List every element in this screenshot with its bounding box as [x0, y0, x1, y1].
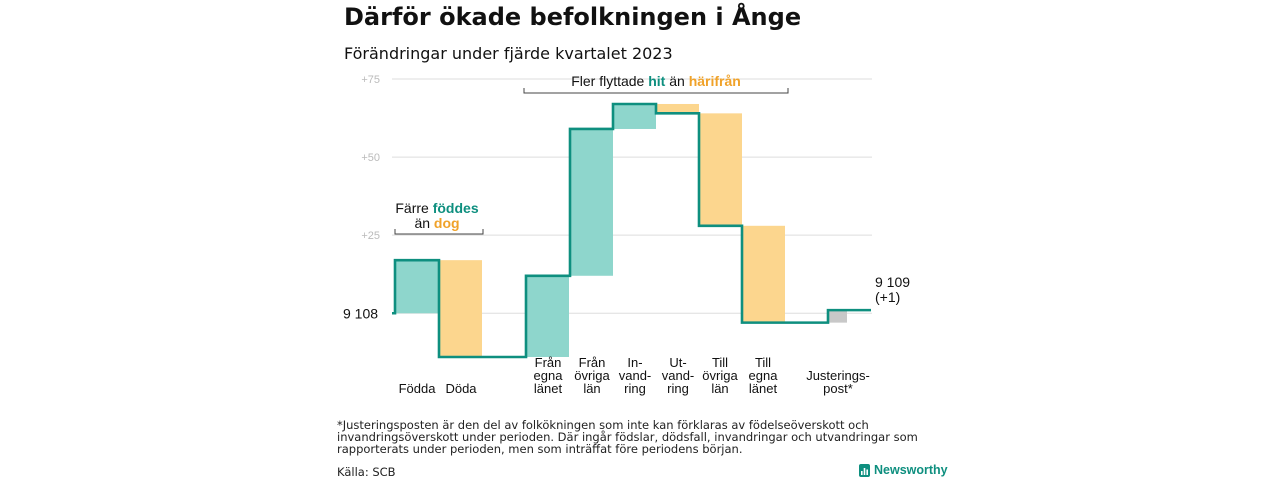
- y-tick-label: +25: [361, 230, 380, 242]
- category-label: Ut-: [669, 355, 686, 370]
- annotation-part-plain: än: [414, 215, 433, 231]
- bar-6: [699, 113, 742, 226]
- annotation-text: än dog: [414, 215, 459, 231]
- category-label: egna: [749, 368, 779, 383]
- bar-0: [395, 260, 438, 314]
- category-label: Till: [755, 355, 771, 370]
- step-line-layer: [392, 102, 871, 359]
- category-label: egna: [534, 368, 564, 383]
- category-label: ring: [624, 381, 646, 396]
- cumulative-step-line: [392, 102, 871, 359]
- bar-5: [656, 103, 699, 114]
- newsworthy-bar-icon: [859, 463, 870, 477]
- start-value-label: 9 108: [343, 305, 378, 321]
- grid-layer: +25 +50 +75: [361, 74, 872, 314]
- bar-1: [439, 260, 482, 357]
- bar-3: [570, 128, 613, 276]
- end-change-label: (+1): [875, 289, 900, 305]
- bar-8: [828, 310, 847, 323]
- category-label: post*: [823, 381, 853, 396]
- category-label: övriga: [702, 368, 738, 383]
- annotation-part-increase: föddes: [433, 200, 479, 216]
- bar-2: [526, 275, 569, 357]
- end-value-label: 9 109: [875, 274, 910, 290]
- logo-text: Newsworthy: [874, 463, 948, 477]
- annotation-part-plain: Färre: [395, 200, 432, 216]
- y-tick-label: +50: [361, 152, 380, 164]
- annotation-part-plain: Fler flyttade: [571, 73, 648, 89]
- annotation-part-decrease: härifrån: [689, 73, 741, 89]
- annotation-bracket-migration: [523, 88, 789, 94]
- category-label: Födda: [399, 381, 437, 396]
- bar-7: [742, 225, 785, 323]
- category-label: länet: [534, 381, 563, 396]
- category-label: Justerings-: [806, 368, 870, 383]
- category-label: Till: [712, 355, 728, 370]
- annotation-bracket-births: [394, 229, 484, 235]
- chart-subtitle: Förändringar under fjärde kvartalet 2023: [344, 44, 673, 63]
- source-note: Källa: SCB: [337, 465, 396, 479]
- category-label: län: [583, 381, 600, 396]
- annotation-part-decrease: dog: [434, 215, 460, 231]
- bar-4: [613, 103, 656, 129]
- category-label: Från: [579, 355, 606, 370]
- annotation-text: Fler flyttade hit än härifrån: [571, 73, 741, 89]
- category-label: vand-: [662, 368, 695, 383]
- annotation-part-plain: än: [665, 73, 688, 89]
- chart-title: Därför ökade befolkningen i Ånge: [344, 3, 802, 31]
- category-label: ring: [667, 381, 689, 396]
- footnote: *Justeringsposten är den del av folkökni…: [337, 418, 918, 456]
- category-label: län: [711, 381, 728, 396]
- category-label: vand-: [619, 368, 652, 383]
- category-label: övriga: [574, 368, 610, 383]
- y-tick-label: +75: [361, 74, 380, 86]
- newsworthy-logo: Newsworthy: [859, 463, 948, 477]
- category-label: Från: [535, 355, 562, 370]
- category-label: länet: [749, 381, 778, 396]
- category-label: In-: [627, 355, 642, 370]
- annotation-text: Färre föddes: [395, 200, 478, 216]
- category-label: Döda: [445, 381, 477, 396]
- bar-layer: [395, 103, 847, 357]
- annotation-part-increase: hit: [648, 73, 665, 89]
